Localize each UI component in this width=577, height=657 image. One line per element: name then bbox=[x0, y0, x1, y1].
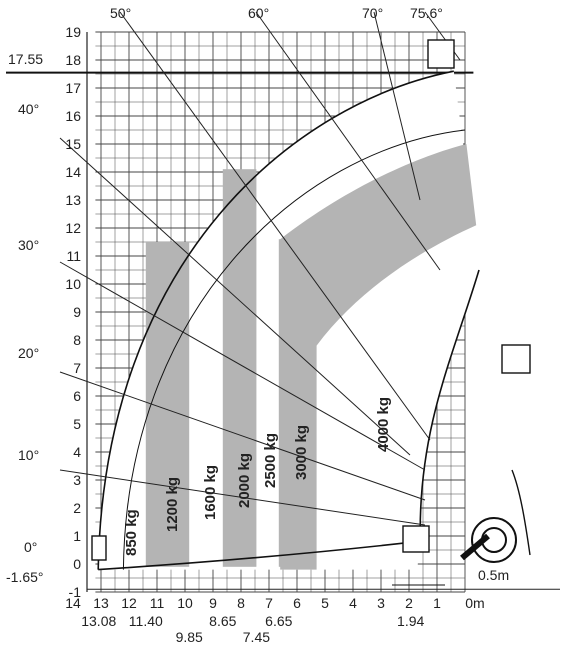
y-tick-label: 9 bbox=[73, 304, 81, 320]
zone-label-2000: 2000 kg bbox=[236, 453, 253, 508]
x-tick-label: 11 bbox=[150, 595, 165, 611]
x-tick-label: 5 bbox=[321, 595, 329, 611]
y-tick-label: 15 bbox=[65, 136, 81, 152]
max-height-label: 17.55 bbox=[8, 51, 43, 67]
y-tick-label: 4 bbox=[73, 444, 81, 460]
angle-ray bbox=[373, 11, 421, 201]
angle-label-10: 10° bbox=[18, 447, 39, 463]
zone-label-1200: 1200 kg bbox=[164, 477, 181, 532]
y-tick-label: 18 bbox=[65, 52, 81, 68]
angle-label-70: 70° bbox=[362, 5, 383, 21]
x-tick-label: 9 bbox=[209, 595, 217, 611]
load-zone-4000 bbox=[280, 144, 477, 570]
zone-label-1600: 1600 kg bbox=[202, 465, 219, 520]
bucket-ground bbox=[91, 535, 107, 561]
x-tick-label: 6 bbox=[293, 595, 301, 611]
x-tick-label: 12 bbox=[121, 595, 137, 611]
y-tick-label: 14 bbox=[65, 164, 81, 180]
angle-label-40: 40° bbox=[18, 101, 39, 117]
x-tick-label: 7 bbox=[265, 595, 273, 611]
x-tick-label: 8 bbox=[237, 595, 245, 611]
bucket-mid bbox=[501, 344, 531, 374]
cab-outline bbox=[511, 469, 531, 556]
angle-ray bbox=[59, 371, 426, 501]
reach-envelope bbox=[97, 70, 480, 571]
y-tick-label: 7 bbox=[73, 360, 81, 376]
angle-label-0: 0° bbox=[24, 539, 37, 555]
y-tick-label: 19 bbox=[65, 24, 81, 40]
envelope-inner-1 bbox=[122, 129, 466, 570]
x-tick-label: 1 bbox=[433, 595, 441, 611]
load-zones bbox=[98, 71, 479, 570]
y-tick-label: 12 bbox=[65, 220, 81, 236]
angle-label-20: 20° bbox=[18, 345, 39, 361]
angle-label-60: 60° bbox=[248, 5, 269, 21]
angle-ray bbox=[255, 11, 441, 271]
x-sublabel: 6.65 bbox=[265, 613, 292, 629]
y-tick-label: 13 bbox=[65, 192, 81, 208]
y-tick-label: 0 bbox=[73, 556, 81, 572]
x-tick-label: 2 bbox=[405, 595, 413, 611]
min-angle-label: -1.65° bbox=[6, 569, 44, 585]
y-tick-label: 8 bbox=[73, 332, 81, 348]
x-tick-label: 10 bbox=[177, 595, 193, 611]
x-tick-label: 0m bbox=[465, 595, 484, 611]
load-zone-band bbox=[222, 169, 257, 567]
y-tick-label: 3 bbox=[73, 472, 81, 488]
y-tick-label: 5 bbox=[73, 416, 81, 432]
x-sublabel: 13.08 bbox=[81, 613, 116, 629]
bucket-low bbox=[402, 525, 430, 553]
zone-label-4000: 4000 kg bbox=[375, 397, 392, 452]
y-tick-label: 17 bbox=[65, 80, 81, 96]
y-tick-label: 16 bbox=[65, 108, 81, 124]
y-tick-label: 11 bbox=[66, 248, 81, 264]
x-tick-label: 4 bbox=[349, 595, 357, 611]
y-tick-label: 2 bbox=[73, 500, 81, 516]
telehandler-outline bbox=[91, 39, 531, 586]
boom-arm bbox=[460, 533, 490, 561]
zone-label-2500: 2500 kg bbox=[262, 433, 279, 488]
x-tick-label: 14 bbox=[65, 595, 81, 611]
x-sublabel: 1.94 bbox=[397, 613, 424, 629]
x-tick-label: 3 bbox=[377, 595, 385, 611]
x-sublabel: 8.65 bbox=[209, 613, 236, 629]
envelope-inner bbox=[419, 269, 480, 531]
x-sublabel: 9.85 bbox=[176, 629, 203, 645]
angle-ray bbox=[119, 11, 431, 441]
angle-label-50: 50° bbox=[110, 5, 131, 21]
y-tick-label: -1 bbox=[69, 584, 82, 600]
boom-angle-lines bbox=[59, 11, 461, 526]
x-sublabel: 11.40 bbox=[129, 613, 163, 629]
x-axis-labels: 14 13 12 11 10 9 8 7 6 5 4 3 2 1 0m 13.08 11.40 9.85 8.65 7… bbox=[65, 595, 485, 645]
x-tick-label: 13 bbox=[93, 595, 109, 611]
bucket-top bbox=[427, 39, 455, 69]
zone-label-3000: 3000 kg bbox=[293, 425, 310, 480]
zone-label-850: 850 kg bbox=[123, 509, 140, 556]
x-sublabel: 7.45 bbox=[243, 629, 270, 645]
y-tick-label: 6 bbox=[73, 388, 81, 404]
angle-ray bbox=[59, 469, 426, 526]
angle-label-30: 30° bbox=[18, 237, 39, 253]
angle-ray bbox=[59, 137, 411, 456]
angle-ray bbox=[59, 261, 426, 471]
envelope-bottom bbox=[98, 540, 418, 571]
wheel bbox=[471, 517, 517, 563]
y-tick-label: 10 bbox=[65, 276, 81, 292]
envelope-outer bbox=[97, 70, 454, 570]
offset-label: 0.5m bbox=[478, 567, 509, 583]
y-tick-label: 1 bbox=[73, 528, 81, 544]
angle-label-75-6: 75.6° bbox=[410, 5, 443, 21]
